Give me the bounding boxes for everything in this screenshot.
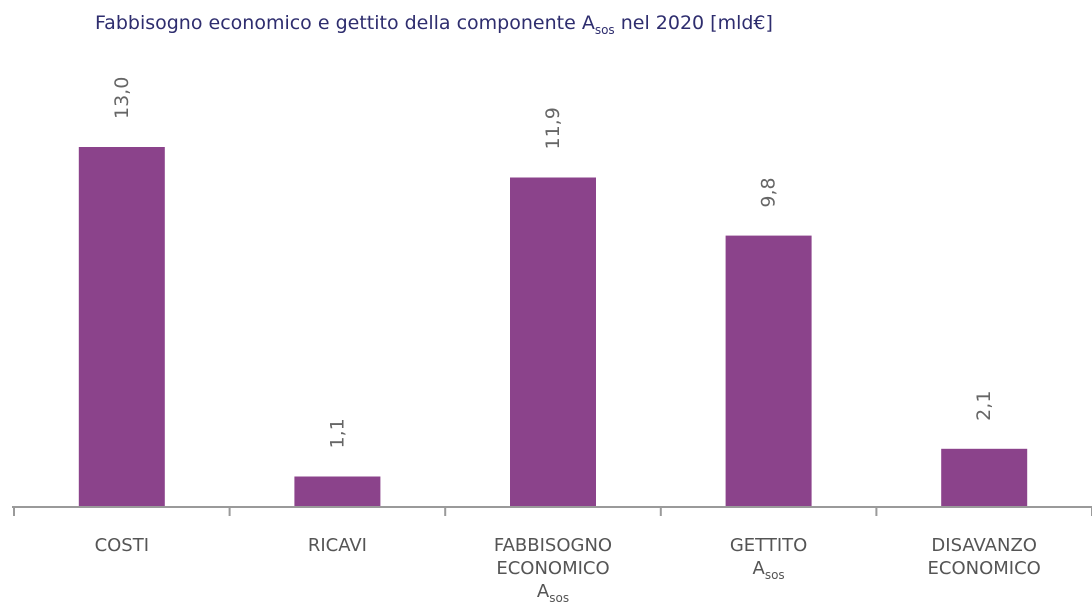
category-label-2-1: ECONOMICO — [496, 558, 609, 579]
category-label-4-1: ECONOMICO — [928, 558, 1041, 579]
category-label-1-0: RICAVI — [308, 535, 367, 556]
bar-4 — [941, 448, 1028, 507]
category-label-2-sub: Asos — [537, 581, 569, 605]
chart-title-main: Fabbisogno economico e gettito della com… — [95, 12, 595, 34]
bar-2 — [510, 177, 596, 507]
bar-1 — [294, 476, 381, 507]
data-label-1: 1,1 — [326, 418, 348, 448]
category-label-0-0: COSTI — [95, 535, 149, 556]
data-label-4: 2,1 — [973, 391, 995, 421]
category-label-3-0: GETTITO — [730, 535, 807, 556]
chart-title-tail: nel 2020 [mld€] — [614, 12, 773, 34]
category-label-3-sub: Asos — [753, 558, 785, 582]
category-label-4-0: DISAVANZO — [931, 535, 1037, 556]
data-label-2: 11,9 — [542, 107, 564, 149]
data-label-0: 13,0 — [111, 77, 133, 119]
data-label-3: 9,8 — [758, 177, 780, 207]
category-label-2-0: FABBISOGNO — [494, 535, 612, 556]
bar-0 — [78, 147, 165, 507]
chart-title-subscript: sos — [594, 23, 615, 37]
bar-3 — [725, 235, 812, 507]
chart-title: Fabbisogno economico e gettito della com… — [95, 12, 773, 37]
